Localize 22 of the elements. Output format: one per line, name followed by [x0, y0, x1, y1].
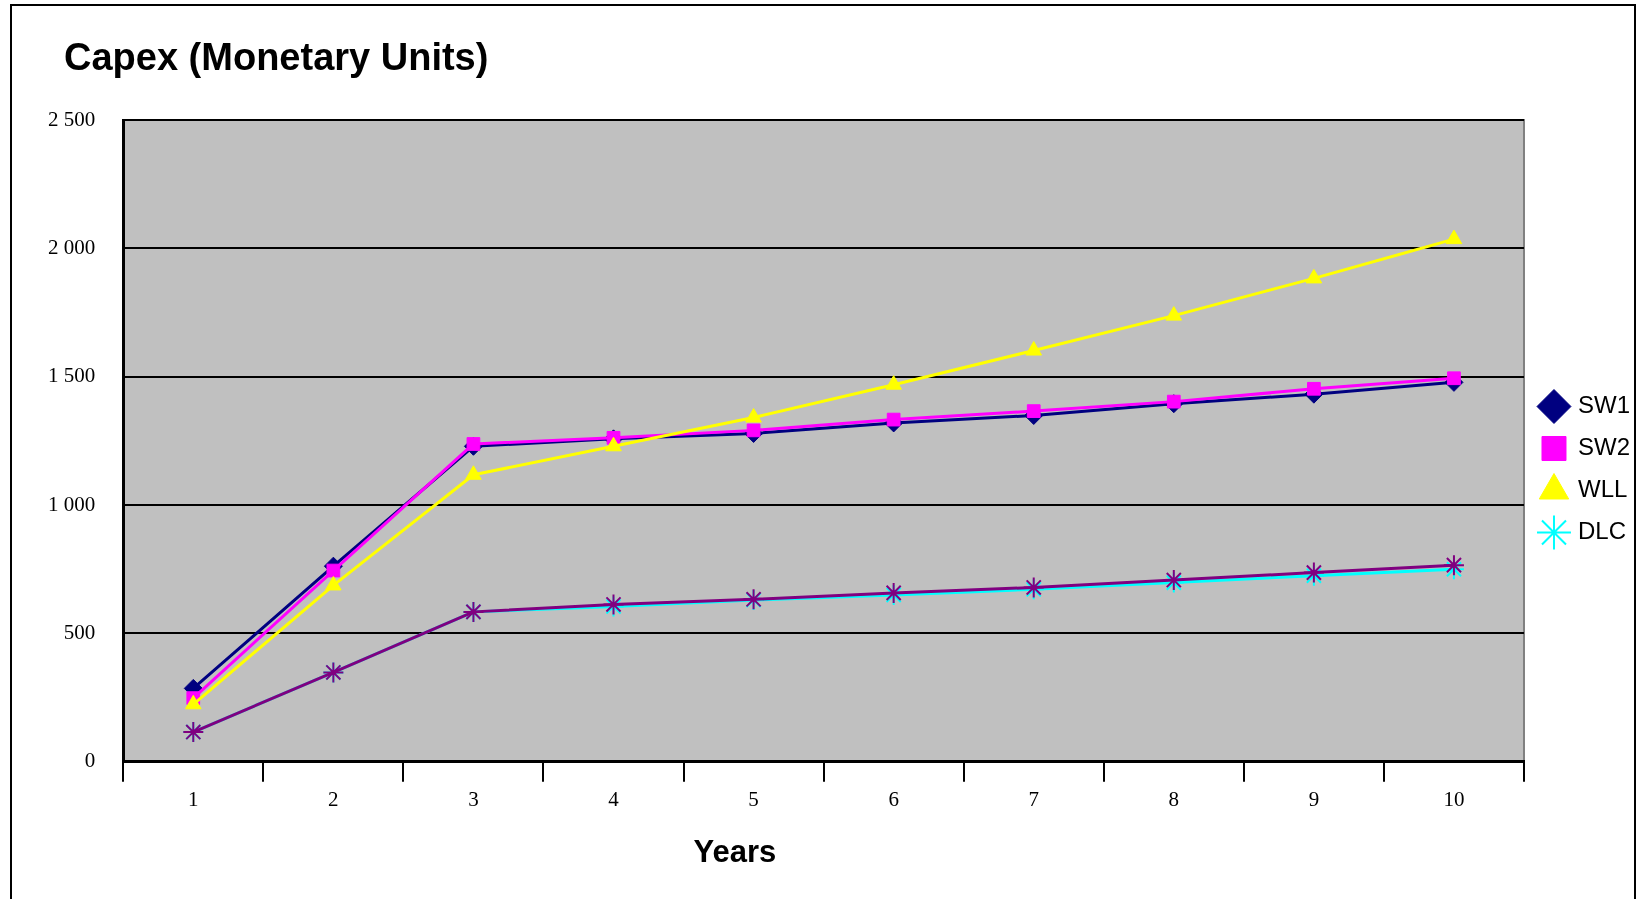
- y-tick-label: 2 500: [48, 106, 96, 131]
- y-tick-label: 1 500: [48, 363, 96, 388]
- legend-label: WLL: [1577, 475, 1628, 503]
- x-tick-label: 2: [328, 786, 339, 811]
- y-tick-label: 1 000: [48, 491, 96, 516]
- x-tick-label: 10: [1443, 786, 1465, 811]
- y-tick-label: 0: [84, 748, 96, 773]
- y-tick-label: 500: [63, 619, 96, 644]
- x-tick-label: 1: [188, 786, 199, 811]
- x-tick-label: 5: [748, 786, 759, 811]
- x-tick-label: 3: [468, 786, 479, 811]
- legend-label: DLC: [1577, 517, 1627, 545]
- x-axis-title: Years: [692, 834, 778, 870]
- x-tick-label: 4: [608, 786, 620, 811]
- x-tick-label: 6: [888, 786, 899, 811]
- y-tick-label: 2 000: [48, 234, 96, 259]
- legend-label: SW1: [1577, 391, 1631, 419]
- x-tick-label: 7: [1028, 786, 1039, 811]
- legend-label: SW2: [1577, 433, 1631, 461]
- x-tick-label: 9: [1308, 786, 1320, 811]
- x-tick-label: 8: [1168, 786, 1180, 811]
- chart-title: Capex (Monetary Units): [64, 36, 489, 79]
